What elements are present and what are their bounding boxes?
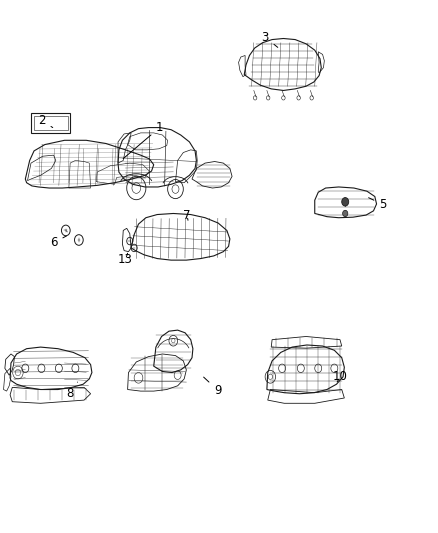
Text: 5: 5 [369, 198, 387, 211]
Circle shape [343, 211, 348, 216]
Text: 2: 2 [39, 114, 53, 127]
Text: 6: 6 [50, 236, 67, 249]
Text: 7: 7 [184, 209, 191, 222]
Text: 10: 10 [333, 370, 348, 383]
Text: 1: 1 [123, 121, 163, 159]
Text: 9: 9 [204, 377, 221, 397]
Text: 8: 8 [66, 382, 78, 400]
Text: 13: 13 [118, 253, 133, 266]
Text: 3: 3 [261, 31, 278, 47]
Circle shape [342, 198, 349, 206]
